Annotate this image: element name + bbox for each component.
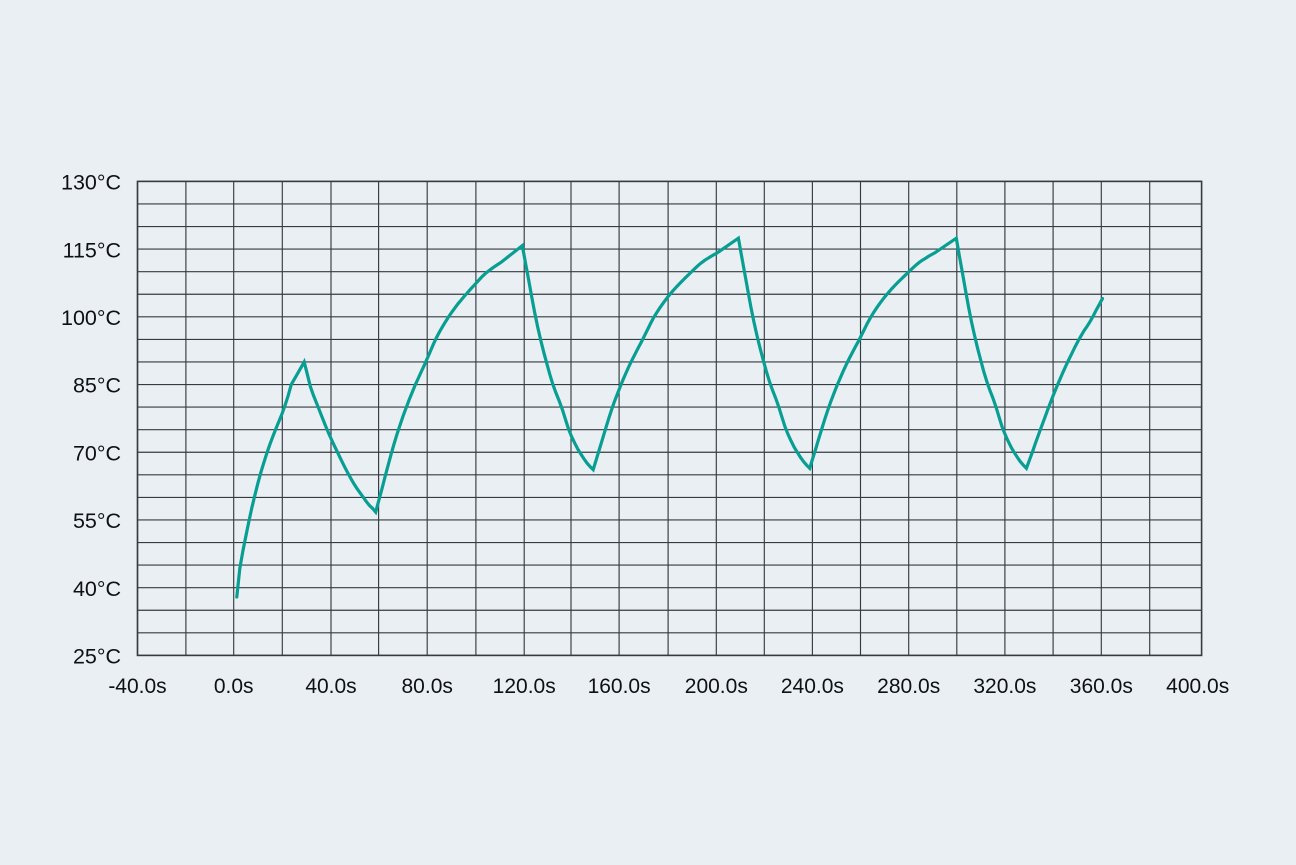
svg-text:280.0s: 280.0s <box>877 675 940 698</box>
svg-text:400.0s: 400.0s <box>1166 675 1229 698</box>
svg-text:40°C: 40°C <box>73 577 121 601</box>
svg-text:360.0s: 360.0s <box>1070 675 1133 698</box>
svg-text:160.0s: 160.0s <box>588 675 651 698</box>
svg-text:200.0s: 200.0s <box>685 675 748 698</box>
svg-text:120.0s: 120.0s <box>493 675 556 698</box>
svg-text:25°C: 25°C <box>73 645 121 669</box>
svg-text:115°C: 115°C <box>63 238 121 262</box>
svg-text:0.0s: 0.0s <box>214 675 254 698</box>
svg-text:240.0s: 240.0s <box>781 675 844 698</box>
svg-text:40.0s: 40.0s <box>305 675 356 698</box>
svg-text:-40.0s: -40.0s <box>108 675 166 698</box>
svg-text:320.0s: 320.0s <box>973 675 1036 698</box>
svg-text:80.0s: 80.0s <box>402 675 453 698</box>
svg-text:130°C: 130°C <box>61 171 121 195</box>
svg-text:85°C: 85°C <box>73 374 121 398</box>
svg-text:55°C: 55°C <box>73 509 121 533</box>
svg-text:70°C: 70°C <box>73 441 121 465</box>
svg-text:100°C: 100°C <box>61 306 121 330</box>
